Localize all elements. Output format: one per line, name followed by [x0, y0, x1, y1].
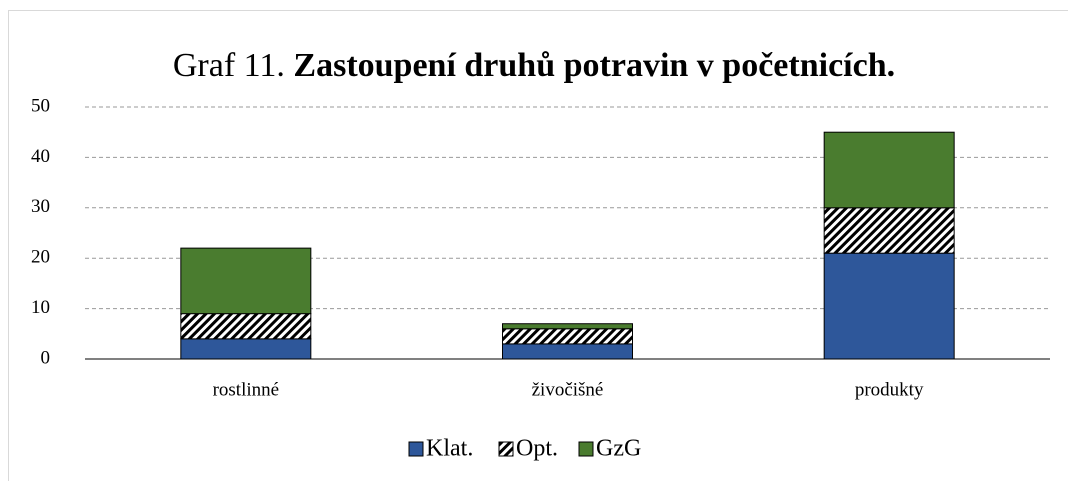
bar-segment	[502, 328, 633, 345]
title-main: Zastoupení druhů potravin v početnicích.	[293, 47, 895, 84]
bar-segment	[823, 207, 955, 254]
y-tick-label: 0	[41, 347, 51, 368]
chart-frame	[8, 10, 1068, 481]
legend-label: Opt.	[516, 436, 558, 462]
bar-segment	[180, 247, 312, 315]
x-tick-label: živočišné	[532, 379, 604, 400]
legend-label: Klat.	[426, 436, 473, 462]
bar-segment	[180, 313, 312, 340]
legend-swatch	[578, 441, 594, 457]
bar-segment	[502, 323, 633, 330]
bar-segment	[502, 343, 633, 360]
bar-segment	[823, 131, 955, 209]
y-tick-label: 50	[31, 95, 50, 116]
legend-label: GzG	[596, 436, 641, 462]
y-tick-label: 30	[31, 196, 50, 217]
legend-swatch	[498, 441, 514, 457]
title-prefix: Graf 11.	[173, 47, 285, 84]
y-tick-label: 40	[31, 146, 50, 167]
x-tick-label: rostlinné	[213, 379, 280, 400]
y-tick-label: 10	[31, 297, 50, 318]
bar-segment	[180, 338, 312, 360]
bar-segment	[823, 252, 955, 360]
x-tick-label: produkty	[855, 379, 924, 400]
chart-title: Graf 11. Zastoupení druhů potravin v poč…	[173, 47, 895, 84]
y-tick-label: 20	[31, 247, 50, 268]
legend-swatch	[408, 441, 424, 457]
